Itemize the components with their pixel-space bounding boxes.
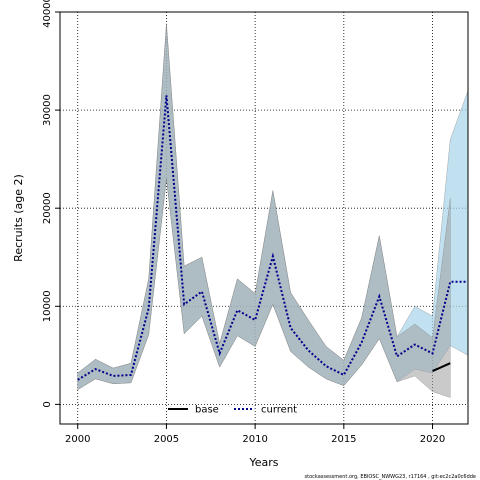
x-axis: 2000 2005 2010 2015 2020 xyxy=(65,424,445,445)
confidence-bands xyxy=(77,23,469,398)
x-tick-label-2005: 2005 xyxy=(154,434,179,445)
y-tick-label-40000: 40000 xyxy=(42,0,53,28)
y-tick-label-0: 0 xyxy=(42,401,53,407)
plot-frame xyxy=(59,11,469,425)
x-tick-label-2015: 2015 xyxy=(331,434,356,445)
y-tick-label-30000: 30000 xyxy=(42,94,53,126)
x-axis-label: Years xyxy=(248,456,278,469)
y-axis: 0 10000 20000 30000 40000 xyxy=(42,0,60,408)
y-tick-label-10000: 10000 xyxy=(42,290,53,322)
y-tick-label-20000: 20000 xyxy=(42,192,53,224)
series-lines xyxy=(77,95,468,381)
base-series-line xyxy=(432,362,451,372)
x-tick-label-2010: 2010 xyxy=(242,434,267,445)
legend: base current xyxy=(168,405,297,416)
legend-label-base: base xyxy=(195,405,219,416)
y-axis-label: Recruits (age 2) xyxy=(12,174,25,262)
x-tick-label-2020: 2020 xyxy=(420,434,445,445)
legend-label-current: current xyxy=(261,405,297,416)
base-confidence-band xyxy=(77,23,451,398)
current-series-line xyxy=(77,95,468,381)
footnote: stockassessment.org, EBIOSC_NWWG23, r171… xyxy=(305,474,476,480)
x-tick-label-2000: 2000 xyxy=(65,434,90,445)
